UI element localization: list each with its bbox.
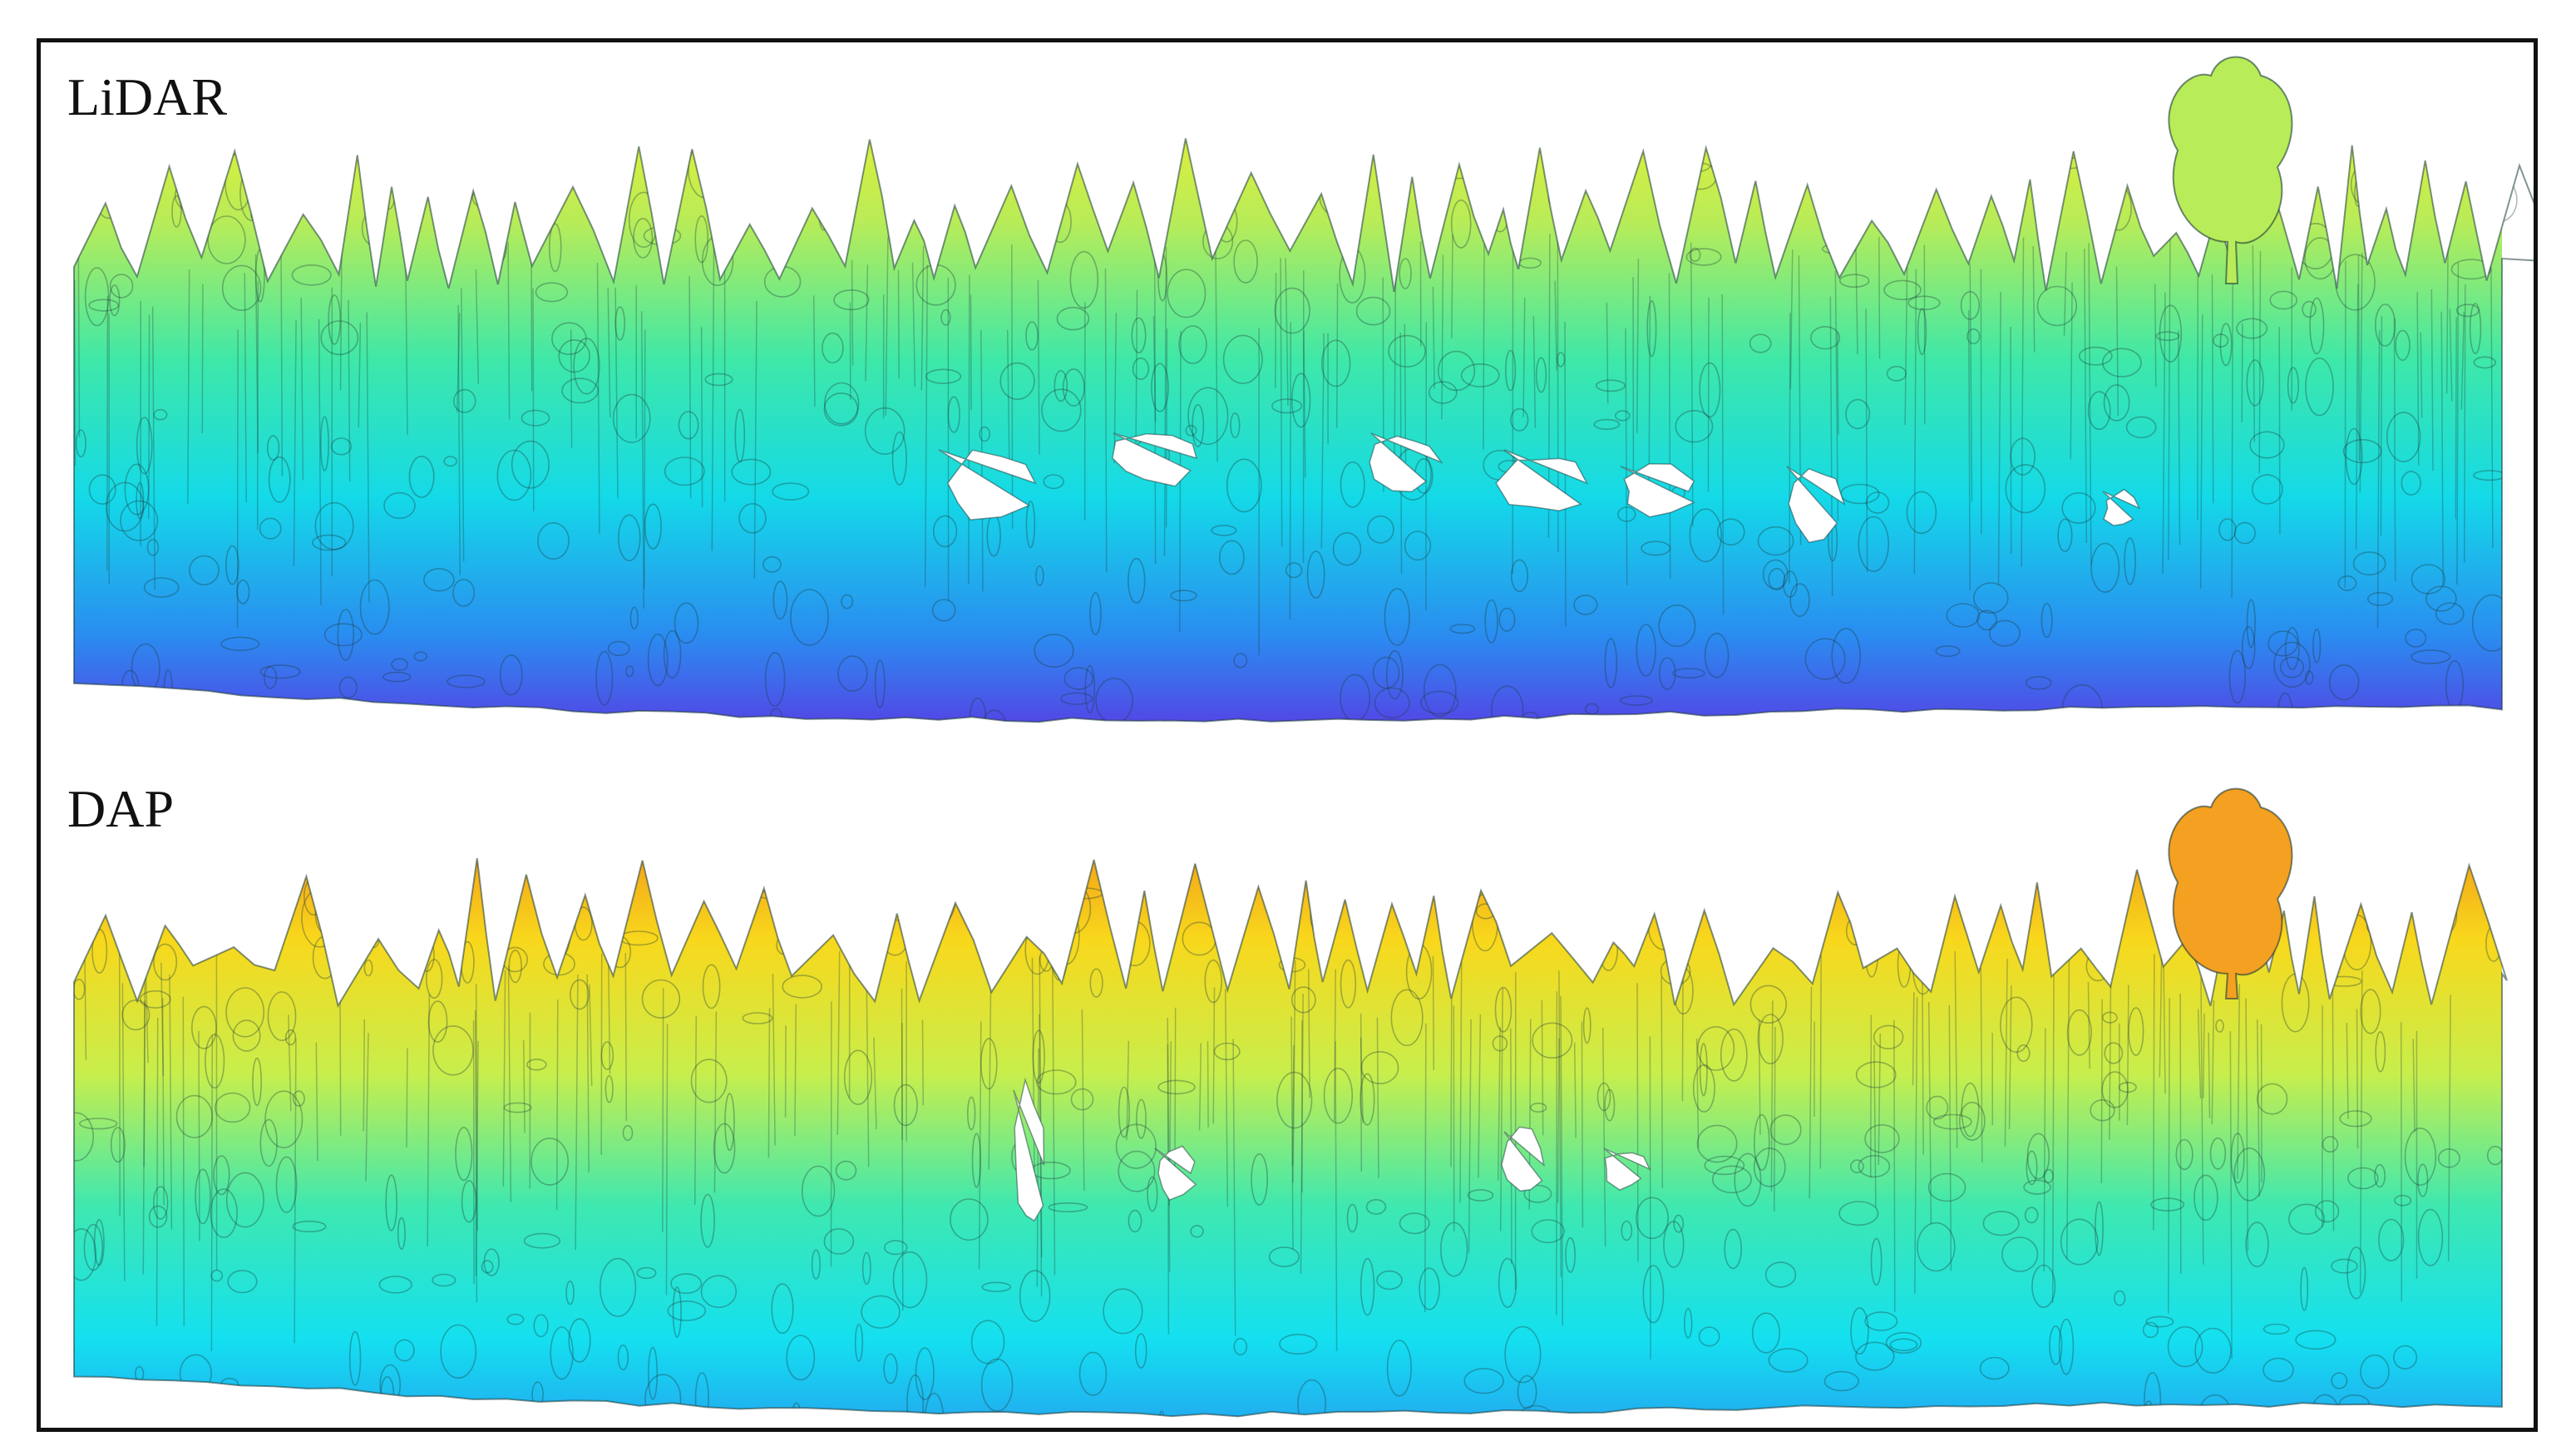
lidar-point-cloud-profile <box>73 56 2534 723</box>
emergent-tree <box>2168 787 2293 999</box>
figure-frame: LiDAR DAP <box>37 38 2538 1432</box>
lidar-panel-label: LiDAR <box>67 67 227 126</box>
emergent-tree <box>2168 56 2293 284</box>
point-cloud-body <box>74 858 2507 1417</box>
dap-point-cloud-profile <box>73 787 2508 1418</box>
dap-panel-label: DAP <box>67 779 175 838</box>
